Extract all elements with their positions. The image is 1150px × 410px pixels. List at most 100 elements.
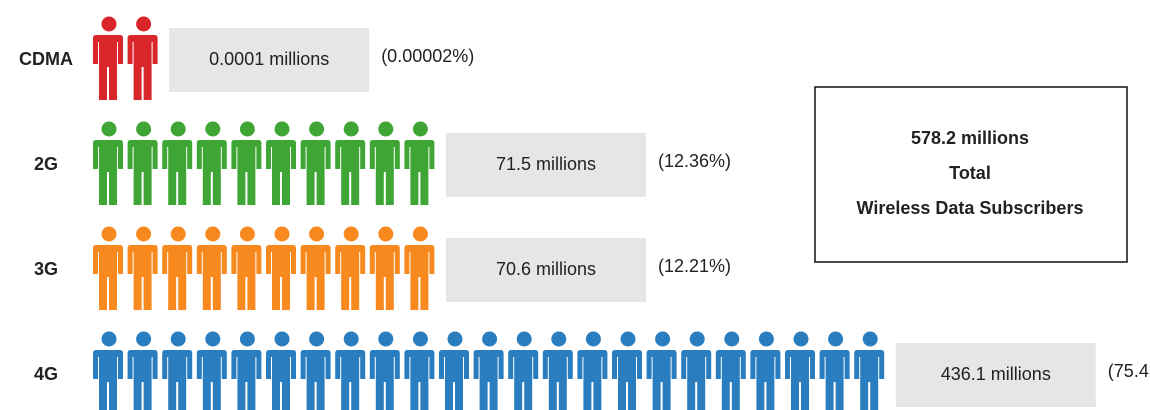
- person-head: [862, 331, 878, 347]
- total-label: Wireless Data Subscribers: [857, 198, 1084, 218]
- person-head: [170, 226, 186, 242]
- person-body: [231, 140, 262, 205]
- person-body: [369, 140, 400, 205]
- total-label: 578.2 millions: [911, 128, 1029, 148]
- person-body: [785, 350, 815, 410]
- person-body: [196, 350, 227, 410]
- person-head: [378, 121, 394, 137]
- value-label: 70.6 millions: [496, 259, 596, 279]
- value-label: 436.1 millions: [941, 364, 1051, 384]
- person-body: [93, 350, 123, 410]
- person-head: [309, 121, 325, 137]
- person-body: [750, 350, 781, 410]
- person-head: [655, 331, 671, 347]
- value-box: [446, 133, 646, 197]
- total-box: [814, 86, 1128, 263]
- person-body: [681, 350, 712, 410]
- person-head: [101, 121, 117, 137]
- person-head: [136, 331, 152, 347]
- person-head: [136, 226, 152, 242]
- person-head: [205, 226, 221, 242]
- person-body: [300, 140, 331, 205]
- person-head: [136, 16, 152, 32]
- person-body: [612, 350, 642, 410]
- person-body: [369, 245, 400, 310]
- person-body: [646, 350, 677, 410]
- person-body: [231, 350, 262, 410]
- person-body: [266, 140, 296, 205]
- person-body: [300, 245, 331, 310]
- person-body: [404, 245, 435, 310]
- person-body: [335, 350, 366, 410]
- total-label: Total: [949, 163, 991, 183]
- person-body: [508, 350, 539, 410]
- person-head: [239, 331, 255, 347]
- person-body: [715, 350, 746, 410]
- person-head: [551, 331, 567, 347]
- person-body: [93, 140, 123, 205]
- person-head: [101, 331, 117, 347]
- person-body: [369, 350, 400, 410]
- person-body: [93, 35, 123, 100]
- person-head: [620, 331, 636, 347]
- icon-group: [93, 226, 435, 310]
- person-body: [300, 350, 331, 410]
- person-body: [266, 350, 296, 410]
- category-label: CDMA: [19, 49, 73, 69]
- person-body: [335, 140, 366, 205]
- person-head: [482, 331, 498, 347]
- person-head: [585, 331, 601, 347]
- icon-group: [93, 16, 158, 100]
- person-head: [412, 226, 428, 242]
- person-body: [196, 245, 227, 310]
- person-head: [516, 331, 532, 347]
- value-box: [169, 28, 370, 92]
- person-body: [93, 245, 123, 310]
- person-head: [758, 331, 774, 347]
- person-body: [577, 350, 608, 410]
- person-head: [274, 331, 290, 347]
- person-body: [127, 35, 158, 100]
- category-label: 3G: [34, 259, 58, 279]
- person-body: [404, 140, 435, 205]
- person-head: [170, 331, 186, 347]
- person-head: [239, 226, 255, 242]
- person-head: [309, 226, 325, 242]
- person-body: [162, 350, 193, 410]
- person-head: [378, 226, 394, 242]
- share-label: (12.21%): [658, 256, 731, 276]
- person-body: [473, 350, 504, 410]
- person-head: [447, 331, 463, 347]
- person-body: [542, 350, 573, 410]
- person-body: [127, 140, 158, 205]
- person-body: [404, 350, 435, 410]
- category-label: 2G: [34, 154, 58, 174]
- person-body: [231, 245, 262, 310]
- share-label: (75.43%): [1108, 361, 1150, 381]
- person-head: [239, 121, 255, 137]
- person-head: [205, 121, 221, 137]
- person-head: [724, 331, 740, 347]
- person-head: [828, 331, 844, 347]
- person-body: [127, 245, 158, 310]
- person-body: [854, 350, 885, 410]
- value-box: [446, 238, 646, 302]
- value-label: 71.5 millions: [496, 154, 596, 174]
- share-label: (0.00002%): [381, 46, 474, 66]
- share-label: (12.36%): [658, 151, 731, 171]
- person-body: [335, 245, 366, 310]
- person-head: [412, 331, 428, 347]
- person-head: [343, 331, 359, 347]
- icon-group: [93, 331, 885, 410]
- person-body: [196, 140, 227, 205]
- person-body: [266, 245, 296, 310]
- person-head: [309, 331, 325, 347]
- person-body: [819, 350, 850, 410]
- person-head: [136, 121, 152, 137]
- person-body: [162, 245, 193, 310]
- person-body: [162, 140, 193, 205]
- person-head: [378, 331, 394, 347]
- person-head: [205, 331, 221, 347]
- person-head: [101, 16, 117, 32]
